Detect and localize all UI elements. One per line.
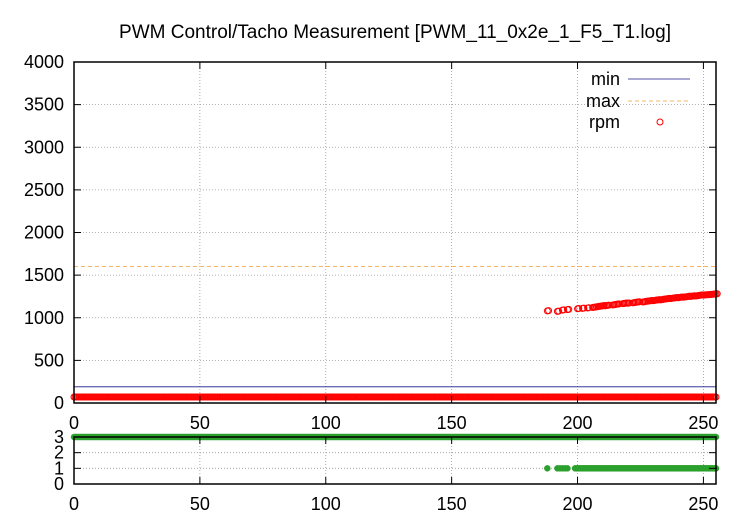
- rpm-point: [545, 307, 553, 315]
- x-tick-label: 200: [563, 413, 593, 433]
- legend-label-rpm: rpm: [589, 112, 620, 132]
- pwm-level-point: [564, 465, 571, 472]
- y-tick-label: 1000: [24, 308, 64, 328]
- legend-label-max: max: [586, 91, 620, 111]
- rpm-point: [555, 307, 563, 315]
- rpm-point: [580, 304, 588, 312]
- sub-y-tick-label: 1: [54, 458, 64, 478]
- sub-x-tick-label: 50: [190, 494, 210, 514]
- y-tick-label: 500: [34, 350, 64, 370]
- sub-plot-frame: [73, 436, 717, 485]
- rpm-point: [575, 305, 583, 313]
- y-tick-label: 0: [54, 393, 64, 413]
- pwm-level-point: [544, 465, 551, 472]
- sub-grid: [74, 437, 716, 484]
- sub-y-tick-label: 2: [54, 443, 64, 463]
- y-tick-label: 3000: [24, 137, 64, 157]
- sub-x-tick-label: 250: [688, 494, 718, 514]
- y-tick-label: 2000: [24, 223, 64, 243]
- rpm-point: [560, 306, 568, 314]
- sub-y-tick-label: 0: [54, 474, 64, 494]
- main-grid: [74, 62, 716, 403]
- sub-y-tick-label: 3: [54, 427, 64, 447]
- sub-x-tick-label: 200: [563, 494, 593, 514]
- rpm-point: [565, 305, 573, 313]
- x-tick-label: 50: [190, 413, 210, 433]
- sub-x-tick-label: 0: [69, 494, 79, 514]
- x-tick-label: 0: [69, 413, 79, 433]
- y-tick-label: 1500: [24, 265, 64, 285]
- chart-title: PWM Control/Tacho Measurement [PWM_11_0x…: [119, 22, 671, 43]
- x-tick-label: 100: [311, 413, 341, 433]
- x-tick-label: 250: [688, 413, 718, 433]
- legend-label-min: min: [591, 69, 620, 89]
- y-tick-label: 4000: [24, 52, 64, 72]
- y-tick-label: 2500: [24, 180, 64, 200]
- main-axis-ticks: 0 500 1000 1500 2000 2500 3000 3500 4000 0 50 100 15…: [24, 52, 718, 433]
- legend-swatch-rpm: [656, 118, 664, 126]
- sub-x-tick-label: 100: [311, 494, 341, 514]
- x-tick-label: 150: [437, 413, 467, 433]
- main-data-layer: [70, 266, 721, 401]
- rpm-point: [713, 290, 721, 298]
- sub-x-tick-label: 150: [437, 494, 467, 514]
- y-tick-label: 3500: [24, 95, 64, 115]
